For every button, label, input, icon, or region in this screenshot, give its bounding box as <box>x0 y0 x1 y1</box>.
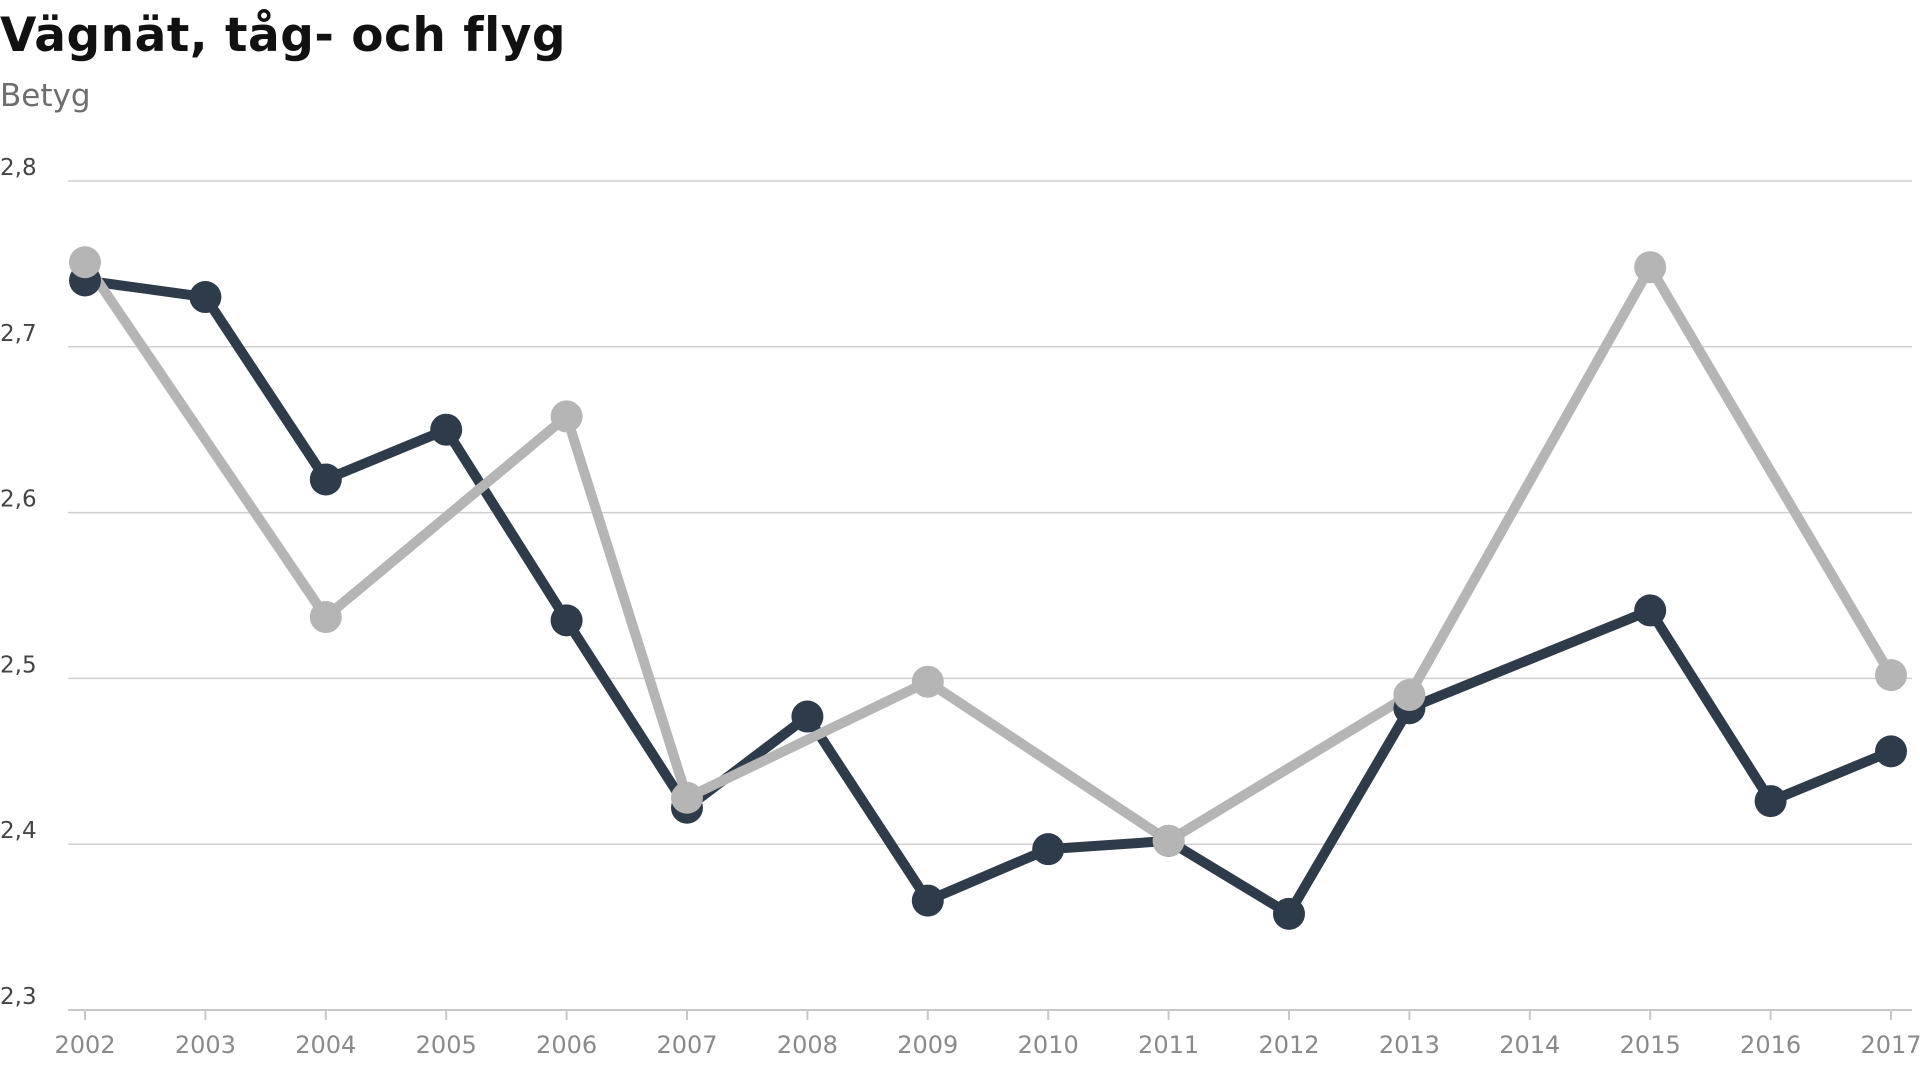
x-tick-label: 2007 <box>656 1031 717 1059</box>
x-tick-label: 2017 <box>1860 1031 1920 1059</box>
x-tick-label: 2008 <box>777 1031 838 1059</box>
series-layer <box>69 246 1907 930</box>
x-tick-label: 2015 <box>1620 1031 1681 1059</box>
x-tick-label: 2009 <box>897 1031 958 1059</box>
grid-layer <box>68 180 1912 1011</box>
data-point-light[interactable] <box>911 665 944 698</box>
x-tick-label: 2005 <box>416 1031 477 1059</box>
x-tick-label: 2006 <box>536 1031 597 1059</box>
data-point-light[interactable] <box>69 246 101 279</box>
axis-layer: 2,3 2,4 2,5 2,6 2,7 2,8 2002 2003 2004 2005 2006 20… <box>0 155 1920 1059</box>
y-tick-label: 2,6 <box>0 487 37 513</box>
data-point-dark[interactable] <box>1875 735 1907 768</box>
x-tick-label: 2003 <box>175 1031 236 1059</box>
x-tick-label: 2013 <box>1379 1031 1440 1059</box>
chart-subtitle: Betyg <box>0 78 91 114</box>
data-point-dark[interactable] <box>309 463 342 496</box>
data-point-light[interactable] <box>1875 659 1907 692</box>
y-tick-label: 2,4 <box>0 818 37 844</box>
data-point-light[interactable] <box>550 400 583 433</box>
data-point-dark[interactable] <box>189 281 222 314</box>
series-line-light <box>80 257 1896 846</box>
data-point-light[interactable] <box>1152 824 1185 857</box>
x-tick-label: 2002 <box>54 1031 115 1059</box>
x-tick-label: 2010 <box>1018 1031 1079 1059</box>
chart-title: Vägnät, tåg- och flyg <box>0 8 567 63</box>
data-point-light[interactable] <box>309 601 342 634</box>
data-point-light[interactable] <box>1393 678 1426 711</box>
data-point-dark[interactable] <box>1032 833 1065 866</box>
y-tick-label: 2,5 <box>0 652 37 678</box>
data-point-light[interactable] <box>671 781 703 814</box>
x-tick-label: 2011 <box>1138 1031 1199 1059</box>
y-tick-label: 2,8 <box>0 155 37 181</box>
data-point-dark[interactable] <box>430 413 463 446</box>
data-point-dark[interactable] <box>550 604 583 637</box>
y-tick-label: 2,7 <box>0 321 37 347</box>
x-tick-label: 2004 <box>295 1031 356 1059</box>
x-tick-label: 2012 <box>1258 1031 1319 1059</box>
data-point-dark[interactable] <box>1273 897 1305 930</box>
x-tick-label: 2014 <box>1499 1031 1560 1059</box>
data-point-dark[interactable] <box>1754 785 1787 818</box>
y-tick-label: 2,3 <box>0 984 37 1010</box>
data-point-dark[interactable] <box>911 884 944 917</box>
x-tick-label: 2016 <box>1740 1031 1801 1059</box>
data-point-light[interactable] <box>1634 251 1667 284</box>
data-point-dark[interactable] <box>791 700 824 733</box>
data-point-dark[interactable] <box>1634 594 1667 627</box>
